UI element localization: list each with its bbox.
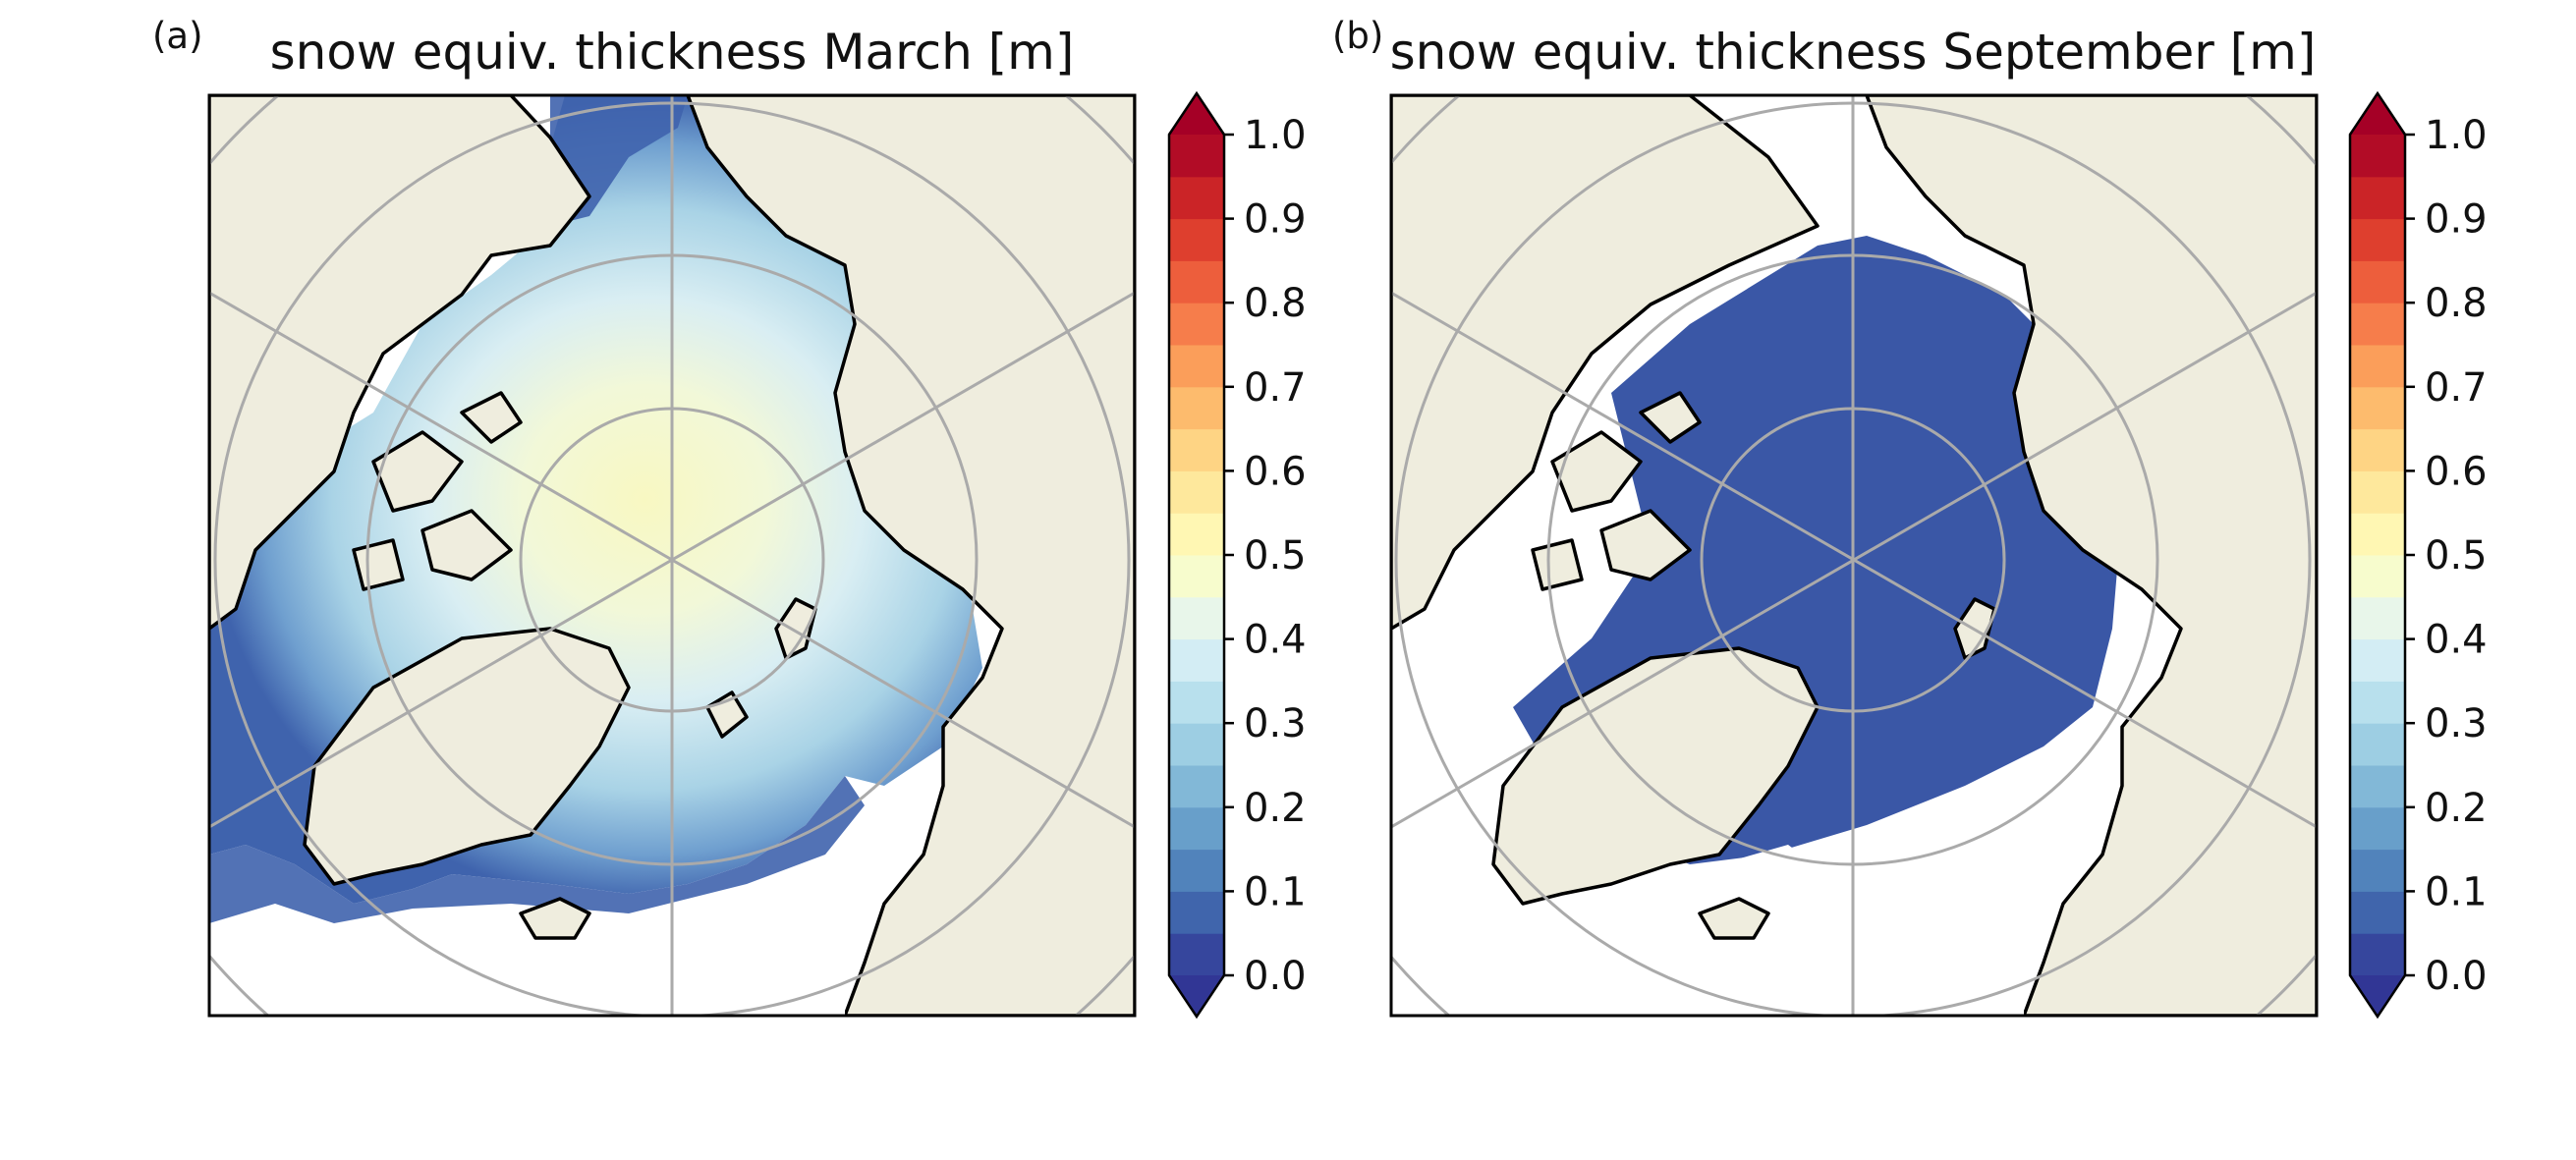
landmass-scandinavia-gap	[688, 904, 845, 1016]
colorbar-bin	[1169, 260, 1224, 304]
colorbar-tick-label: 0.8	[1244, 281, 1307, 326]
colorbar-bin	[2350, 681, 2405, 724]
land	[209, 95, 1135, 1016]
colorbar-bin	[2350, 933, 2405, 976]
colorbar-bin	[1169, 891, 1224, 934]
colorbar-tick-label: 0.7	[1244, 365, 1307, 411]
colorbar-extend-min	[2350, 975, 2405, 1017]
colorbar-tick-label: 0.9	[2425, 197, 2488, 243]
colorbar-bin	[2350, 891, 2405, 934]
colorbar-bin	[1169, 765, 1224, 808]
canadian-archipelago	[1531, 391, 1702, 591]
colorbar-bin	[2350, 555, 2405, 598]
panel-a-title: snow equiv. thickness March [m]	[270, 24, 1075, 81]
colorbar-bin	[1169, 135, 1224, 178]
colorbar-a: 0.0 0.1 0.2 0.3 0.4 0.5 0.6 0.7 0.8 0.9 1.0	[1167, 90, 1307, 1020]
panel-a: (a) snow equiv. thickness March [m]	[152, 15, 1307, 1020]
colorbar-bin	[2350, 723, 2405, 766]
colorbar-bin	[1169, 723, 1224, 766]
colorbar-tick-label: 0.7	[2425, 365, 2488, 411]
island-iceland	[519, 897, 591, 940]
graticule	[1391, 95, 2317, 1016]
colorbar-extend-max	[1169, 93, 1224, 135]
colorbar-bin	[1169, 470, 1224, 514]
colorbar-tick-label: 1.0	[1244, 113, 1307, 158]
colorbar-tick-label: 0.5	[1244, 533, 1307, 579]
landmass-north-america	[209, 95, 591, 631]
landmass-eurasia	[1865, 95, 2317, 1016]
colorbar-bin	[1169, 513, 1224, 556]
panel-a-frame	[207, 93, 1137, 1018]
colorbar-bin	[2350, 218, 2405, 261]
colorbar-tick-label: 0.4	[2425, 618, 2488, 663]
colorbar-bin	[2350, 806, 2405, 851]
colorbar-tick-label: 0.0	[1244, 954, 1307, 999]
colorbar-bin	[1169, 933, 1224, 976]
colorbar-tick-label: 0.8	[2425, 281, 2488, 326]
colorbar-bin	[2350, 303, 2405, 346]
sea-ice-fringe	[209, 776, 865, 923]
colorbar-bin	[1169, 218, 1224, 261]
colorbar-tick-label: 0.2	[1244, 786, 1307, 831]
colorbar-bin	[2350, 638, 2405, 682]
colorbar-b: 0.0 0.1 0.2 0.3 0.4 0.5 0.6 0.7 0.8 0.9 1.0	[2348, 90, 2488, 1020]
colorbar-bin	[2350, 260, 2405, 304]
colorbar-tick-label: 0.9	[1244, 197, 1307, 243]
colorbar-tick-label: 0.3	[2425, 701, 2488, 746]
colorbar-tick-label: 1.0	[2425, 113, 2488, 158]
colorbar-extend-max	[2350, 93, 2405, 135]
panel-b-frame	[1389, 93, 2319, 1018]
panel-b: (b) snow equiv. thickness September [m]	[1332, 15, 2488, 1020]
island-novaya-zemlya	[774, 597, 817, 660]
colorbar-tick-label: 0.1	[1244, 869, 1307, 914]
colorbar-tick-label: 0.3	[1244, 701, 1307, 746]
colorbar-bin	[1169, 386, 1224, 430]
colorbar-bin	[1169, 806, 1224, 851]
colorbar-tick-label: 0.6	[1244, 449, 1307, 494]
colorbar-bin	[1169, 638, 1224, 682]
sea-ice-field-gap	[1719, 845, 1827, 884]
canadian-archipelago	[352, 391, 523, 591]
colorbar-tick-label: 0.1	[2425, 869, 2488, 914]
graticule	[209, 95, 1135, 1016]
colorbar-bin	[2350, 849, 2405, 892]
colorbar-bin	[1169, 303, 1224, 346]
panel-b-map	[1391, 95, 2317, 1016]
colorbar-bin	[2350, 176, 2405, 220]
landmass-scandinavia-gap	[1867, 904, 2024, 1016]
colorbar-bin	[2350, 513, 2405, 556]
landmass-north-america	[1391, 95, 1820, 631]
colorbar-bin	[1169, 345, 1224, 388]
colorbar-bin	[1169, 176, 1224, 220]
colorbar-bin	[2350, 135, 2405, 178]
colorbar-tick-label: 0.4	[1244, 618, 1307, 663]
colorbar-extend-min	[1169, 975, 1224, 1017]
colorbar-bin	[1169, 428, 1224, 471]
panel-b-title: snow equiv. thickness September [m]	[1390, 24, 2317, 81]
colorbar-tick-label: 0.2	[2425, 786, 2488, 831]
panel-b-tag: (b)	[1332, 15, 1383, 57]
landmass-eurasia	[686, 95, 1135, 1016]
colorbar-bin	[2350, 345, 2405, 388]
land	[1391, 95, 2317, 1016]
colorbar-bin	[2350, 470, 2405, 514]
colorbar-tick-label: 0.0	[2425, 954, 2488, 999]
colorbar-bin	[2350, 428, 2405, 471]
colorbar-bin	[1169, 596, 1224, 640]
colorbar-bin	[1169, 849, 1224, 892]
island-iceland	[1698, 897, 1770, 940]
colorbar-bin	[1169, 555, 1224, 598]
landmass-greenland	[1491, 646, 1820, 906]
panel-a-tag: (a)	[152, 15, 203, 57]
colorbar-tick-label: 0.6	[2425, 449, 2488, 494]
colorbar-bin	[2350, 386, 2405, 430]
colorbar-bin	[1169, 681, 1224, 724]
colorbar-bin	[2350, 765, 2405, 808]
colorbar-bin	[2350, 596, 2405, 640]
colorbar-tick-label: 0.5	[2425, 533, 2488, 579]
panel-a-map	[209, 95, 1135, 1016]
